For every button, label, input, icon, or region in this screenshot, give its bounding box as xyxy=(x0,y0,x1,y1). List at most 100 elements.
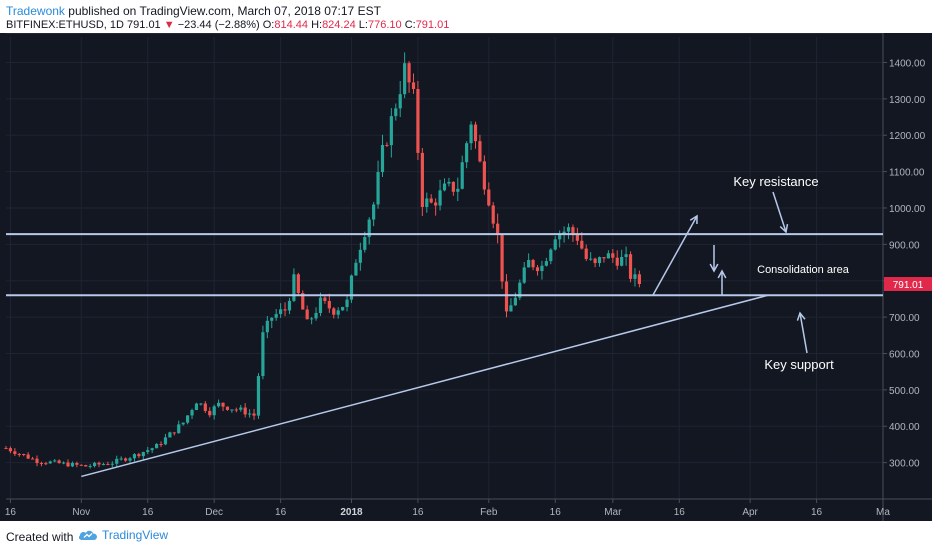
key-resistance-label: Key resistance xyxy=(733,174,818,189)
candle-body xyxy=(305,309,309,320)
candle-down xyxy=(243,403,247,418)
candle-body xyxy=(420,152,424,207)
candle-up xyxy=(270,317,274,329)
time-axis-label: 16 xyxy=(412,507,424,518)
candle-down xyxy=(79,464,83,466)
candle-body xyxy=(261,332,265,377)
time-axis-label: 16 xyxy=(811,507,823,518)
candle-up xyxy=(589,252,593,261)
candle-up xyxy=(177,420,181,434)
candle-down xyxy=(593,257,597,268)
time-axis-label: Feb xyxy=(480,507,498,518)
candle-down xyxy=(575,227,579,246)
candle-down xyxy=(17,452,21,457)
candle-up xyxy=(181,422,185,426)
high-label: H: xyxy=(311,19,323,31)
candle-body xyxy=(597,257,602,264)
candle-down xyxy=(327,293,331,313)
time-axis-label: Dec xyxy=(205,507,223,518)
candle-down xyxy=(203,401,207,413)
consolidation-area-label: Consolidation area xyxy=(757,264,850,276)
candle-body xyxy=(606,253,610,259)
candle-up xyxy=(119,456,123,461)
candle-body xyxy=(270,317,274,321)
candle-body xyxy=(429,198,433,203)
candle-body xyxy=(181,422,185,425)
ascending-trendline xyxy=(81,294,769,478)
candle-up xyxy=(230,409,234,413)
candle-up xyxy=(566,223,571,240)
price-axis-label: 1000.00 xyxy=(889,204,926,215)
candle-body xyxy=(310,318,314,320)
candle-down xyxy=(496,213,500,244)
candle-up xyxy=(314,307,318,321)
price-chart[interactable]: 300.00400.00500.00600.00700.00800.00900.… xyxy=(0,33,932,521)
candle-body xyxy=(553,239,557,250)
candle-body xyxy=(434,202,438,206)
breakout-arrow-icon xyxy=(652,214,698,296)
candle-body xyxy=(358,249,362,263)
candle-up xyxy=(70,461,75,468)
candle-body xyxy=(513,297,517,306)
candle-body xyxy=(425,198,429,207)
candle-body xyxy=(44,463,48,465)
candle-up xyxy=(341,306,345,311)
price-axis-label: 600.00 xyxy=(889,349,920,360)
price-axis-label: 400.00 xyxy=(889,422,920,433)
price-axis-label: 1100.00 xyxy=(889,168,925,179)
candle-down xyxy=(305,305,309,320)
candle-up xyxy=(53,458,57,463)
candle-up xyxy=(217,399,221,408)
candle-down xyxy=(487,182,491,207)
candle-body xyxy=(403,63,407,95)
candle-down xyxy=(57,459,61,464)
candle-body xyxy=(274,314,278,318)
candle-body xyxy=(380,145,385,173)
candle-body xyxy=(217,402,221,407)
candle-down xyxy=(75,461,79,468)
candle-body xyxy=(367,219,371,238)
candle-body xyxy=(531,260,535,268)
candle-down xyxy=(429,194,433,204)
author-link[interactable]: Tradewonk xyxy=(6,4,65,18)
price-axis-label: 900.00 xyxy=(889,240,920,251)
candle-body xyxy=(61,462,66,464)
candle-body xyxy=(141,452,145,457)
candle-body xyxy=(296,274,300,294)
close-value: 791.01 xyxy=(415,19,450,31)
candle-body xyxy=(146,450,150,453)
candle-up xyxy=(248,409,252,418)
tradingview-link[interactable]: TradingView xyxy=(78,528,168,542)
candle-body xyxy=(248,413,252,415)
candle-up xyxy=(199,403,203,406)
candle-up xyxy=(606,250,610,259)
candle-body xyxy=(230,409,234,411)
candle-down xyxy=(531,258,535,271)
candle-body xyxy=(518,282,522,298)
candle-down xyxy=(172,432,176,436)
candle-body xyxy=(407,63,411,83)
candle-up xyxy=(367,217,371,245)
candle-down xyxy=(252,408,256,420)
candle-body xyxy=(438,190,442,206)
time-axis-label: 16 xyxy=(142,507,154,518)
candle-up xyxy=(442,178,447,192)
publish-info: Tradewonk published on TradingView.com, … xyxy=(6,4,381,18)
candle-body xyxy=(177,424,181,434)
candle-body xyxy=(615,257,619,266)
candle-body xyxy=(155,444,159,449)
candle-down xyxy=(123,457,128,462)
candle-body xyxy=(199,403,203,405)
candle-down xyxy=(26,452,30,460)
candle-body xyxy=(221,402,225,407)
candle-down xyxy=(137,452,141,459)
arrow-head xyxy=(689,214,698,225)
candle-body xyxy=(637,274,641,285)
candle-up xyxy=(372,201,376,227)
candle-down xyxy=(234,407,238,413)
candle-down xyxy=(84,464,88,467)
candle-body xyxy=(234,409,238,411)
symbol-label[interactable]: BITFINEX:ETHUSD, 1D xyxy=(6,19,124,31)
candle-body xyxy=(394,108,398,117)
candle-body xyxy=(562,231,566,234)
